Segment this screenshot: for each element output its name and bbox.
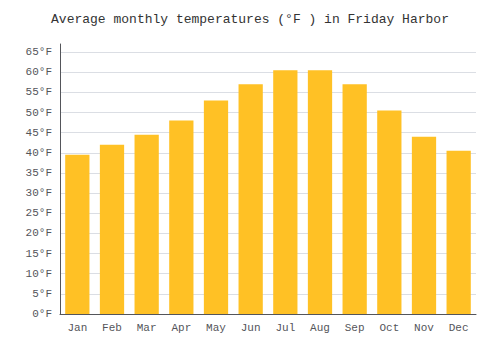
- svg-text:50°F: 50°F: [26, 107, 52, 119]
- svg-text:65°F: 65°F: [26, 46, 52, 58]
- svg-text:25°F: 25°F: [26, 207, 52, 219]
- svg-text:20°F: 20°F: [26, 227, 52, 239]
- svg-text:45°F: 45°F: [26, 127, 52, 139]
- svg-text:5°F: 5°F: [32, 288, 52, 300]
- svg-text:40°F: 40°F: [26, 147, 52, 159]
- svg-text:Sep: Sep: [345, 322, 365, 334]
- svg-text:35°F: 35°F: [26, 167, 52, 179]
- svg-text:Apr: Apr: [171, 322, 191, 334]
- svg-text:Oct: Oct: [379, 322, 399, 334]
- svg-text:0°F: 0°F: [32, 308, 52, 320]
- svg-text:Mar: Mar: [137, 322, 157, 334]
- svg-text:Average monthly temperatures (: Average monthly temperatures (°F ) in Fr…: [51, 12, 449, 27]
- svg-text:30°F: 30°F: [26, 187, 52, 199]
- svg-text:60°F: 60°F: [26, 66, 52, 78]
- svg-text:10°F: 10°F: [26, 268, 52, 280]
- svg-text:Nov: Nov: [414, 322, 434, 334]
- svg-text:55°F: 55°F: [26, 86, 52, 98]
- svg-text:Feb: Feb: [102, 322, 122, 334]
- svg-text:15°F: 15°F: [26, 248, 52, 260]
- svg-text:Jul: Jul: [275, 322, 295, 334]
- svg-text:Jun: Jun: [241, 322, 261, 334]
- svg-text:Aug: Aug: [310, 322, 330, 334]
- svg-text:Dec: Dec: [449, 322, 469, 334]
- svg-text:Jan: Jan: [67, 322, 87, 334]
- svg-text:May: May: [206, 322, 226, 334]
